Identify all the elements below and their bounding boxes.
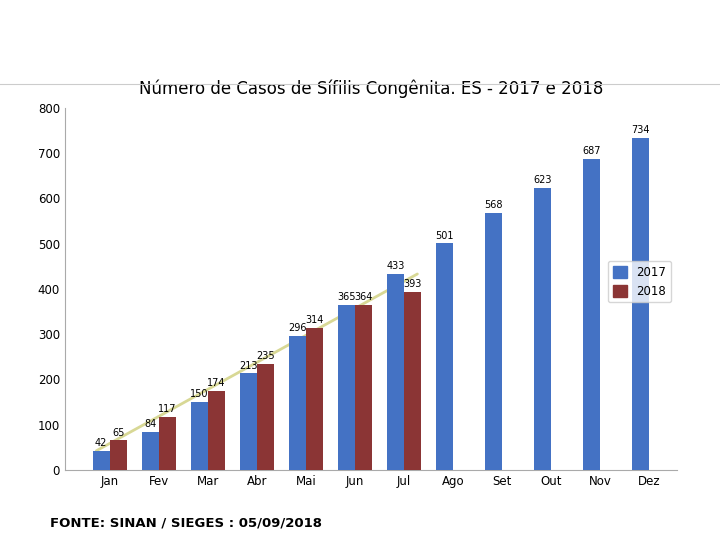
Text: FONTE: SINAN / SIEGES : 05/09/2018: FONTE: SINAN / SIEGES : 05/09/2018	[50, 516, 323, 529]
Bar	[289, 336, 306, 470]
Text: 235: 235	[256, 351, 275, 361]
Bar	[404, 292, 421, 470]
Text: 365: 365	[337, 292, 356, 302]
Bar	[93, 451, 109, 470]
Bar	[632, 138, 649, 470]
Text: 174: 174	[207, 379, 225, 388]
Bar	[582, 159, 600, 470]
Text: 42: 42	[95, 438, 107, 448]
Bar	[534, 188, 551, 470]
Text: 84: 84	[144, 419, 156, 429]
Bar	[338, 305, 355, 470]
Legend: 2017, 2018: 2017, 2018	[608, 261, 671, 302]
Text: 687: 687	[582, 146, 600, 157]
Bar	[485, 213, 502, 470]
Bar	[109, 441, 127, 470]
Bar	[240, 374, 257, 470]
Text: 150: 150	[190, 389, 209, 399]
Title: Número de Casos de Sífilis Congênita. ES - 2017 e 2018: Número de Casos de Sífilis Congênita. ES…	[139, 79, 603, 98]
Bar	[355, 305, 372, 470]
Text: 296: 296	[288, 323, 307, 333]
Text: 734: 734	[631, 125, 649, 135]
Bar	[387, 274, 404, 470]
Text: 501: 501	[435, 231, 454, 240]
Text: 393: 393	[403, 279, 422, 289]
Text: 314: 314	[305, 315, 323, 325]
Text: 117: 117	[158, 404, 176, 414]
Bar	[159, 417, 176, 470]
Bar	[191, 402, 208, 470]
Text: 433: 433	[386, 261, 405, 271]
Bar	[142, 432, 159, 470]
Bar	[257, 363, 274, 470]
Bar	[306, 328, 323, 470]
Text: 364: 364	[354, 293, 373, 302]
Text: 623: 623	[533, 176, 552, 185]
Bar	[436, 243, 453, 470]
Text: 568: 568	[484, 200, 503, 210]
Text: 213: 213	[239, 361, 258, 371]
Text: 65: 65	[112, 428, 125, 438]
Bar	[208, 391, 225, 470]
